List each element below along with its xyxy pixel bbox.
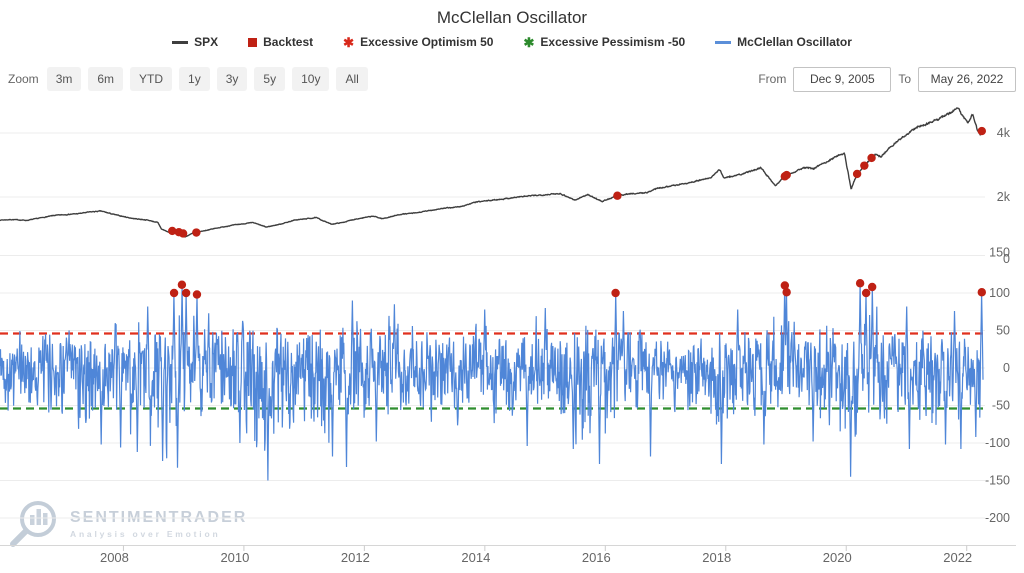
osc-axis-label: 50 [996, 324, 1010, 338]
legend-item-backtest[interactable]: Backtest [248, 35, 313, 49]
date-range-controls: From To [758, 66, 1016, 92]
osc-axis-label: 100 [989, 286, 1010, 300]
range-button-ytd[interactable]: YTD [130, 67, 173, 91]
oscillator-series-line [0, 283, 984, 481]
backtest-marker-oscillator [181, 288, 191, 298]
backtest-marker-price [977, 126, 986, 136]
price-axis-label: 4k [997, 126, 1011, 140]
backtest-marker-oscillator [611, 288, 620, 298]
osc-axis-label: 150 [989, 246, 1010, 260]
range-button-3y[interactable]: 3y [216, 67, 248, 91]
x-axis-label: 2018 [702, 550, 731, 565]
range-button-6m[interactable]: 6m [88, 67, 124, 91]
backtest-marker-oscillator [861, 288, 871, 298]
range-button-3m[interactable]: 3m [46, 67, 82, 91]
from-date-input[interactable] [793, 66, 892, 92]
range-button-1y[interactable]: 1y [179, 67, 210, 91]
legend-item-excessive-optimism[interactable]: ✱ Excessive Optimism 50 [343, 35, 493, 49]
pessimism-star-icon: ✱ [523, 34, 535, 50]
backtest-marker-price [852, 169, 862, 179]
oscillator-line-icon [715, 40, 732, 44]
backtest-marker-price [782, 170, 791, 180]
x-axis-label: 2010 [220, 550, 249, 565]
from-label: From [758, 72, 787, 86]
osc-axis-label: -50 [992, 399, 1010, 413]
spx-series-line [0, 107, 984, 238]
osc-axis-label: -200 [985, 511, 1010, 525]
legend-label: McClellan Oscillator [737, 35, 852, 49]
x-axis-label: 2016 [582, 550, 611, 565]
x-axis-label: 2012 [341, 550, 370, 565]
legend-label: SPX [194, 35, 219, 49]
legend-label: Excessive Optimism 50 [360, 35, 494, 49]
legend-label: Excessive Pessimism -50 [540, 35, 686, 49]
chart-toolbar: Zoom 3m 6m YTD 1y 3y 5y 10y All From To [8, 66, 1016, 92]
backtest-marker-oscillator [977, 288, 986, 297]
backtest-marker-oscillator [782, 288, 791, 297]
x-axis-label: 2008 [100, 550, 129, 565]
to-label: To [898, 72, 911, 86]
backtest-square-icon [248, 37, 258, 47]
chart-plot-area[interactable]: 2008 2010 2012 2014 2016 2018 2020 2022 0 2k 4k 150… [0, 98, 1024, 573]
legend-item-excessive-pessimism[interactable]: ✱ Excessive Pessimism -50 [523, 35, 685, 49]
backtest-marker-oscillator [867, 282, 877, 292]
legend-label: Backtest [263, 35, 314, 49]
range-button-all[interactable]: All [336, 67, 368, 91]
backtest-marker-oscillator [169, 288, 179, 298]
backtest-marker-oscillator [177, 280, 187, 289]
price-axis-label: 0 [1003, 252, 1010, 266]
backtest-marker-oscillator [855, 279, 865, 288]
x-axis-label: 2020 [823, 550, 852, 565]
legend-item-spx[interactable]: SPX [172, 35, 218, 49]
page-title: McClellan Oscillator [436, 8, 588, 27]
legend-item-mcclellan-oscillator[interactable]: McClellan Oscillator [715, 35, 852, 49]
optimism-star-icon: ✱ [343, 34, 355, 50]
backtest-marker-price [860, 161, 869, 170]
range-button-5y[interactable]: 5y [254, 67, 286, 91]
backtest-marker-oscillator [192, 290, 202, 299]
zoom-label: Zoom [8, 72, 39, 86]
backtest-marker-price [178, 229, 188, 238]
spx-line-icon [172, 40, 189, 44]
backtest-marker-price [168, 226, 177, 236]
chart-legend: SPX Backtest ✱ Excessive Optimism 50 ✱ E… [0, 35, 1024, 49]
backtest-marker-oscillator [780, 281, 790, 290]
price-axis-label: 2k [997, 190, 1011, 204]
x-axis-label: 2014 [461, 550, 490, 565]
backtest-marker-price [867, 153, 876, 163]
osc-axis-label: -150 [985, 474, 1010, 488]
backtest-marker-price [613, 191, 622, 200]
osc-axis-label: -100 [985, 436, 1010, 450]
to-date-input[interactable] [918, 66, 1016, 92]
range-button-10y[interactable]: 10y [292, 67, 330, 91]
backtest-marker-price [192, 228, 201, 237]
x-axis-label: 2022 [943, 550, 972, 565]
osc-axis-label: 0 [1003, 361, 1010, 375]
